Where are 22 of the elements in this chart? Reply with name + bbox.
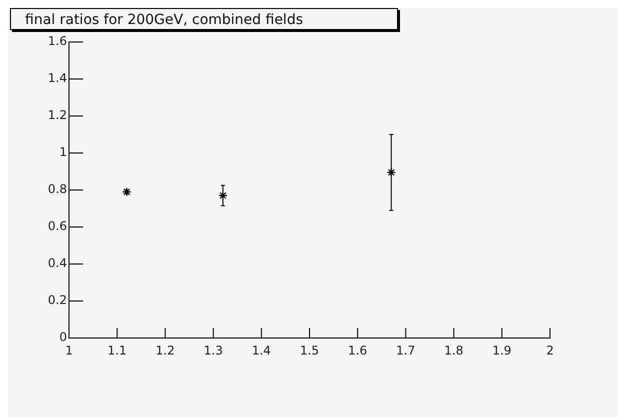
- y-tick-label: 0.8: [48, 182, 67, 196]
- y-tick-label: 0: [59, 330, 67, 344]
- y-tick-label: 1: [59, 145, 67, 160]
- x-tick-label: 1.1: [108, 343, 127, 358]
- x-tick-label: 1.2: [156, 343, 175, 358]
- x-tick-label: 1.4: [252, 343, 271, 358]
- y-tick-label: 1.6: [48, 34, 67, 48]
- x-tick-label: 1.7: [396, 343, 416, 358]
- y-tick-label: 0.4: [48, 256, 67, 270]
- chart-title: final ratios for 200GeV, combined fields: [10, 8, 398, 30]
- x-tick-label: 1.8: [444, 343, 464, 358]
- point: [218, 190, 228, 200]
- x-tick-label: 1.9: [492, 343, 512, 358]
- y-tick-label: 0.2: [48, 293, 67, 308]
- y-tick-label: 0.6: [48, 219, 67, 234]
- y-tick-label: 1.4: [48, 71, 67, 86]
- x-tick-label: 1.3: [204, 343, 223, 358]
- x-tick-label: 1.6: [348, 343, 368, 358]
- point: [386, 168, 396, 178]
- x-tick-label: 2: [546, 343, 554, 358]
- x-tick-label: 1.5: [300, 343, 320, 358]
- y-tick-label: 1.2: [48, 108, 67, 122]
